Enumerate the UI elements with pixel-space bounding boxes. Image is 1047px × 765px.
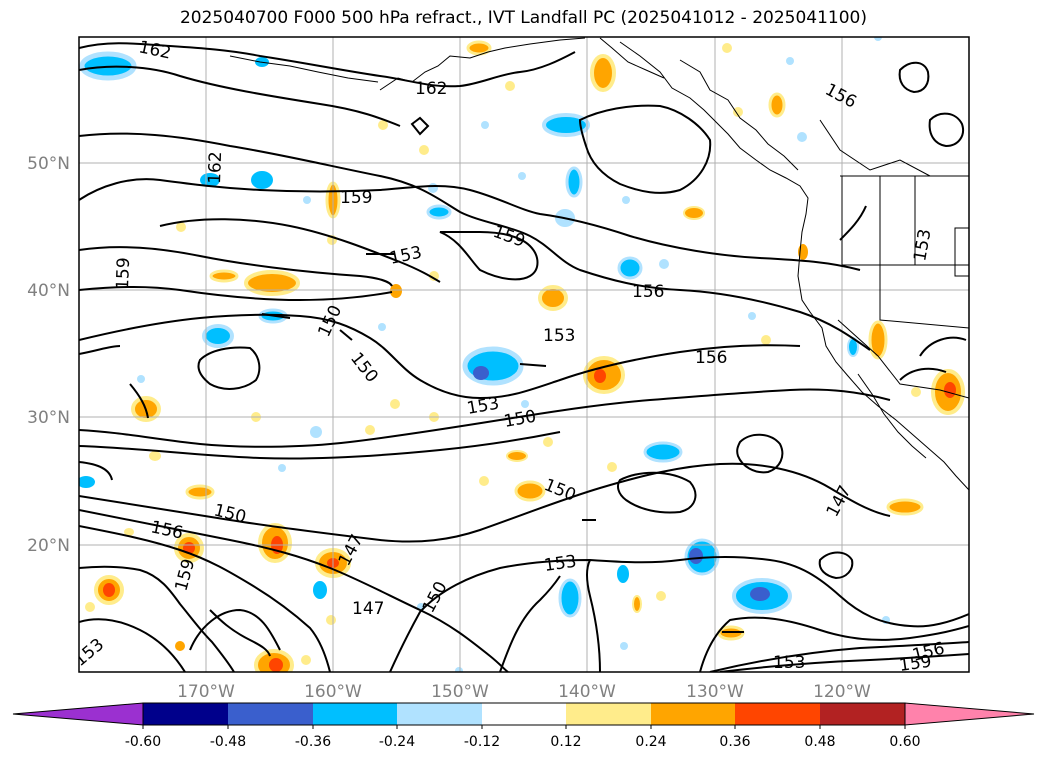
contour-label: 162 <box>205 151 226 184</box>
colorbar-swatch <box>651 703 735 725</box>
colorbar-tick-label: -0.12 <box>464 734 500 750</box>
contour-label: 156 <box>632 282 664 302</box>
colorbar-tick-label: -0.24 <box>379 734 415 750</box>
contour-label: 162 <box>415 79 447 99</box>
contour-label: 159 <box>898 652 933 676</box>
colorbar-tick-label: 0.12 <box>550 734 581 750</box>
colorbar-extend-low <box>12 702 144 726</box>
contour-label: 153 <box>543 326 575 346</box>
colorbar-swatch <box>482 703 566 725</box>
colorbar-tick-label: 0.24 <box>635 734 666 750</box>
colorbar-swatch <box>820 703 905 725</box>
lat-label: 30°N <box>27 408 70 428</box>
lat-label: 20°N <box>27 536 70 556</box>
colorbar-swatch <box>313 703 397 725</box>
colorbar-swatch <box>228 703 313 725</box>
lon-label: 140°W <box>558 682 616 702</box>
contour-label: 156 <box>695 348 727 368</box>
contour-label: 153 <box>543 552 578 576</box>
colorbar-swatch <box>143 703 228 725</box>
colorbar-swatch <box>566 703 651 725</box>
colorbar-swatch <box>735 703 820 725</box>
map-title: 2025040700 F000 500 hPa refract., IVT La… <box>179 8 867 28</box>
lon-label: 130°W <box>686 682 744 702</box>
lon-label: 150°W <box>431 682 489 702</box>
colorbar-tick-label: -0.60 <box>125 734 161 750</box>
coastlines <box>229 37 969 491</box>
colorbar: -0.60 -0.48 -0.36 -0.24 -0.12 0.12 0.24 … <box>12 702 1035 750</box>
colorbar-tick-label: -0.48 <box>210 734 246 750</box>
lon-label: 120°W <box>813 682 871 702</box>
lon-label: 170°W <box>177 682 235 702</box>
lat-label: 40°N <box>27 281 70 301</box>
contour-lines <box>79 42 969 672</box>
colorbar-extend-high <box>904 702 1035 726</box>
colorbar-tick-label: 0.60 <box>889 734 920 750</box>
colorbar-swatch <box>397 703 482 725</box>
contour-label: 159 <box>340 188 372 208</box>
contour-label: 147 <box>352 599 384 619</box>
colorbar-tick-label: 0.48 <box>804 734 835 750</box>
contour-label: 159 <box>113 257 134 290</box>
map-border <box>78 36 970 673</box>
lon-label: 160°W <box>304 682 362 702</box>
colorbar-tick-label: -0.36 <box>295 734 331 750</box>
lat-label: 50°N <box>27 154 70 174</box>
map-panel: 162 162 162 159 159 159 156 156 156 153 … <box>79 37 969 676</box>
contour-label: 153 <box>773 653 805 673</box>
colorbar-tick-label: 0.36 <box>719 734 750 750</box>
